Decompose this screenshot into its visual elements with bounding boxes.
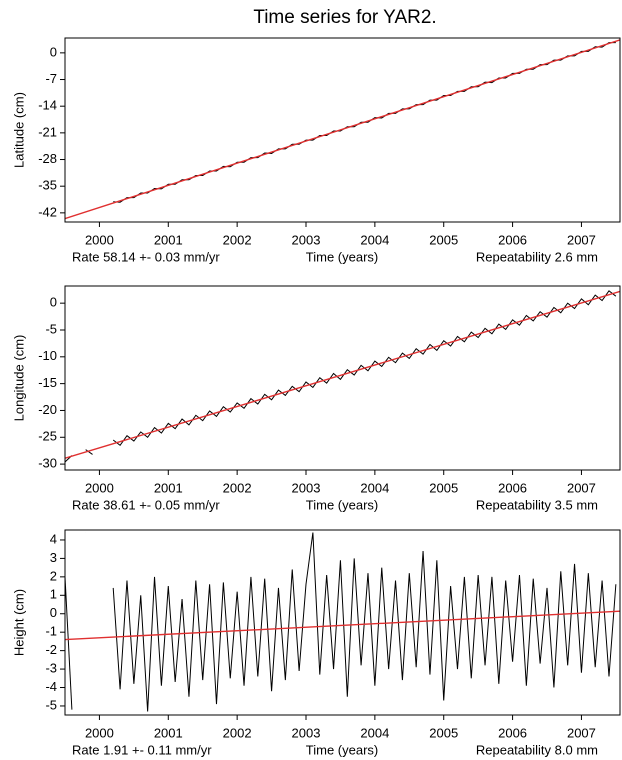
x-tick-label: 2003 — [292, 480, 321, 495]
x-tick-label: 2007 — [567, 232, 596, 247]
y-tick-label: -1 — [45, 624, 57, 639]
data-line — [112, 532, 617, 712]
x-tick-label: 2004 — [360, 232, 389, 247]
y-tick-label: -20 — [38, 402, 57, 417]
plot-frame — [64, 37, 621, 223]
trend-line — [65, 610, 620, 641]
y-tick-label: -30 — [38, 456, 57, 471]
plot-frame — [64, 529, 621, 716]
x-tick-label: 2006 — [498, 232, 527, 247]
y-tick-label: 1 — [50, 587, 57, 602]
x-tick-label: 2000 — [85, 480, 114, 495]
x-axis-label: Time (years) — [306, 497, 378, 512]
y-axis-label: Longitude (cm) — [11, 335, 26, 422]
plot-frame — [64, 285, 621, 471]
y-tick-label: -25 — [38, 429, 57, 444]
x-tick-label: 2007 — [567, 480, 596, 495]
y-tick-label: -2 — [45, 642, 57, 657]
x-tick-label: 2002 — [223, 232, 252, 247]
y-tick-label: -42 — [38, 204, 57, 219]
y-tick-label: 0 — [50, 44, 57, 59]
data-line — [85, 449, 93, 455]
x-tick-label: 2004 — [360, 725, 389, 740]
x-tick-label: 2000 — [85, 725, 114, 740]
y-tick-label: -7 — [45, 71, 57, 86]
y-tick-label: 3 — [50, 550, 57, 565]
y-tick-label: -28 — [38, 151, 57, 166]
x-tick-label: 2004 — [360, 480, 389, 495]
y-tick-label: -14 — [38, 98, 57, 113]
x-tick-label: 2007 — [567, 725, 596, 740]
y-tick-label: 0 — [50, 295, 57, 310]
y-tick-label: -5 — [45, 697, 57, 712]
repeatability-label: Repeatability 2.6 mm — [476, 249, 598, 264]
x-axis-label: Time (years) — [306, 742, 378, 757]
y-tick-label: -5 — [45, 321, 57, 336]
y-tick-label: -35 — [38, 178, 57, 193]
x-tick-label: 2001 — [154, 480, 183, 495]
x-tick-label: 2005 — [429, 480, 458, 495]
y-tick-label: 4 — [50, 531, 57, 546]
y-tick-label: -4 — [45, 679, 57, 694]
data-line — [65, 576, 73, 710]
x-axis-label: Time (years) — [306, 249, 378, 264]
x-tick-label: 2003 — [292, 725, 321, 740]
repeatability-label: Repeatability 8.0 mm — [476, 742, 598, 757]
x-tick-label: 2005 — [429, 725, 458, 740]
x-tick-label: 2006 — [498, 480, 527, 495]
x-tick-label: 2000 — [85, 232, 114, 247]
x-tick-label: 2001 — [154, 725, 183, 740]
x-tick-label: 2002 — [223, 480, 252, 495]
figure-title: Time series for YAR2. — [253, 7, 436, 28]
x-tick-label: 2001 — [154, 232, 183, 247]
x-tick-label: 2003 — [292, 232, 321, 247]
y-axis-label: Latitude (cm) — [11, 92, 26, 168]
x-tick-label: 2005 — [429, 232, 458, 247]
y-tick-label: -3 — [45, 661, 57, 676]
rate-label: Rate 1.91 +- 0.11 mm/yr — [72, 742, 212, 757]
rate-label: Rate 58.14 +- 0.03 mm/yr — [72, 249, 220, 264]
y-axis-label: Height (cm) — [11, 589, 26, 656]
trend-line — [65, 39, 620, 220]
y-tick-label: -15 — [38, 375, 57, 390]
rate-label: Rate 38.61 +- 0.05 mm/yr — [72, 497, 220, 512]
y-tick-label: 2 — [50, 568, 57, 583]
y-tick-label: -21 — [38, 124, 57, 139]
y-tick-label: -10 — [38, 348, 57, 363]
x-tick-label: 2006 — [498, 725, 527, 740]
trend-line — [65, 290, 620, 459]
repeatability-label: Repeatability 3.5 mm — [476, 497, 598, 512]
y-tick-label: 0 — [50, 605, 57, 620]
x-tick-label: 2002 — [223, 725, 252, 740]
